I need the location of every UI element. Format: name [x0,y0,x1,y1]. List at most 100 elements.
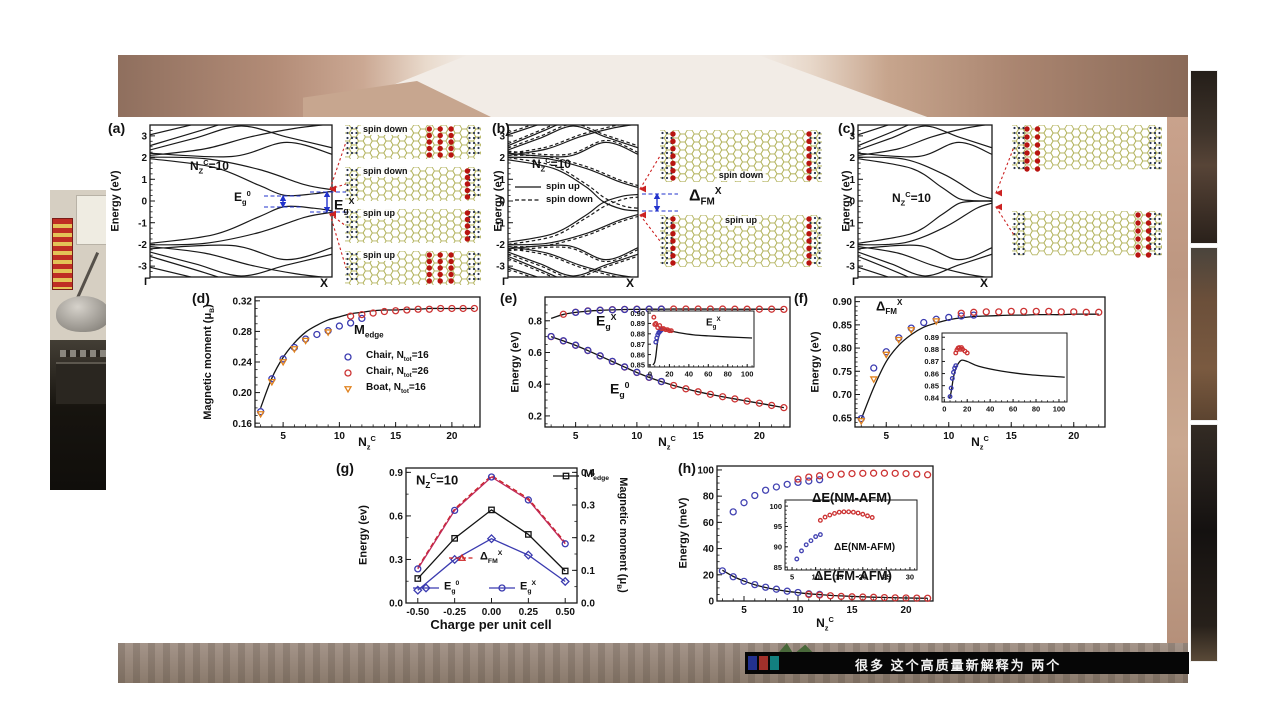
svg-text:0.1: 0.1 [581,566,595,577]
svg-text:0.3: 0.3 [581,501,595,512]
gap-label: ΔFMX [689,186,722,208]
svg-text:0: 0 [648,370,652,379]
panel-letter-b: (b) [492,120,510,136]
svg-text:3: 3 [849,131,855,142]
svg-text:15: 15 [835,573,843,582]
svg-text:0.2: 0.2 [528,412,542,423]
panel-letter-h: (h) [678,460,696,476]
svg-text:0.25: 0.25 [519,607,539,618]
ribbon-spin-label: spin down [716,170,766,181]
subtitle-fragment-red [759,656,768,670]
svg-text:80: 80 [703,492,715,503]
svg-text:0.90: 0.90 [833,297,853,308]
svg-text:0: 0 [849,197,855,208]
lab-lamp-dome [56,296,110,332]
svg-text:0.50: 0.50 [555,607,575,618]
lab-device [56,362,108,404]
chart-annotation: EgX [596,312,617,332]
svg-text:-2: -2 [496,240,505,251]
svg-text:5: 5 [883,431,889,442]
inset-annotation: ΔE(NM-AFM) [834,542,896,553]
ribbon-spin-label: spin up [361,208,397,219]
chart-annotation: Medge [354,322,384,340]
legend-item: Chair, Ntot=16 [334,350,429,363]
gamma-tick-label: Γ [144,276,151,288]
svg-text:100: 100 [741,370,754,379]
svg-text:15: 15 [846,605,858,616]
svg-text:-3: -3 [846,262,855,273]
gap-label: EgX [334,196,355,216]
svg-text:0.6: 0.6 [528,348,542,359]
svg-text:0.88: 0.88 [924,345,939,354]
svg-text:20: 20 [665,370,673,379]
svg-text:-0.25: -0.25 [443,607,466,618]
svg-text:0.85: 0.85 [924,381,939,390]
svg-text:100: 100 [697,466,714,477]
legend-item: ΔFMX [448,550,502,566]
svg-text:-1: -1 [496,218,505,229]
band-panel-c: 3 2 1 0 -1 -2 -3 (c) Energy (eV) NZC=10 Γ X [836,119,996,289]
y-axis-label-h: Energy (meV) [677,497,690,569]
svg-text:2: 2 [849,153,855,164]
scientific-figure-panel: 3 2 1 0 -1 -2 -3 (a) Energy (eV) NZC=10 Γ X 3 2 1 0 -1 -2… [106,117,1171,643]
svg-text:0.84: 0.84 [924,393,939,402]
panel-letter-c: (c) [838,120,856,136]
svg-text:0.90: 0.90 [630,309,645,318]
ribbon-spin-label: spin up [361,250,397,261]
lab-poster [76,195,108,245]
lab-equipment-photo [50,190,114,490]
subtitle-fragment-blue [748,656,757,670]
y-axis-label-e: Energy (eV) [509,331,522,393]
canyon-rock-right [758,55,1188,118]
y-axis-label-d: Magnetic moment (μB) [202,304,217,420]
chart-panel-g: -0.50 -0.25 0.00 0.25 0.50 0.0 0.3 0.6 0.9 0.0 0.1… [330,461,636,643]
nanoribbon-schematic [1008,124,1171,173]
nanoribbon-schematic: spin up [341,208,491,246]
nz-label-c: NZC=10 [892,190,931,208]
svg-text:90: 90 [774,543,782,552]
y-axis-label-b: Energy (eV) [492,170,505,232]
legend-item: spin down [515,194,593,206]
x-axis-label-f: NzC [971,434,989,452]
svg-text:0.70: 0.70 [833,390,853,401]
svg-text:20: 20 [963,405,971,414]
side-photo-middle [1190,247,1218,421]
svg-text:80: 80 [724,370,732,379]
svg-text:0.4: 0.4 [581,468,595,479]
svg-text:10: 10 [631,431,643,442]
panel-letter-e: (e) [500,290,518,306]
legend-item: Eg0 [412,580,459,596]
svg-text:0.00: 0.00 [482,607,502,618]
svg-text:30: 30 [906,573,914,582]
svg-text:1: 1 [849,175,855,186]
nz-label-a: NZC=10 [190,158,229,176]
svg-text:1: 1 [499,175,505,186]
x-axis-label-d: NzC [358,434,376,452]
svg-text:25: 25 [882,573,890,582]
panel-letter-g: (g) [336,460,354,476]
band-panel-a: 3 2 1 0 -1 -2 -3 (a) Energy (eV) NZC=10 Γ X [106,119,344,289]
lab-device-keys [60,350,106,357]
nanoribbon-schematic [1008,210,1171,259]
svg-text:20: 20 [1068,431,1080,442]
svg-text:20: 20 [446,431,458,442]
svg-text:85: 85 [774,563,782,572]
svg-text:95: 95 [774,522,782,531]
chart-annotation: ΔE(NM-AFM) [812,490,892,505]
chart-panel-h: 5 10 15 20 0 20 40 60 80 100 5 10 15 20 25 30 85 90 95 100 Δ… [666,461,1076,643]
ribbon-spin-label: spin down [361,166,410,177]
svg-text:10: 10 [792,605,804,616]
svg-text:0.4: 0.4 [528,380,542,391]
legend-item: Chair, Ntot=26 [334,366,429,379]
legend-item: EgX [488,580,536,596]
inset-annotation: EgX [706,316,721,331]
svg-text:10: 10 [811,573,819,582]
ribbon-spin-label: spin up [723,215,759,226]
svg-text:10: 10 [943,431,955,442]
svg-text:0.2: 0.2 [581,533,595,544]
svg-text:60: 60 [704,370,712,379]
side-photo-bottom [1190,424,1218,662]
svg-text:-1: -1 [138,218,147,229]
svg-text:15: 15 [1006,431,1018,442]
svg-text:2: 2 [141,153,147,164]
